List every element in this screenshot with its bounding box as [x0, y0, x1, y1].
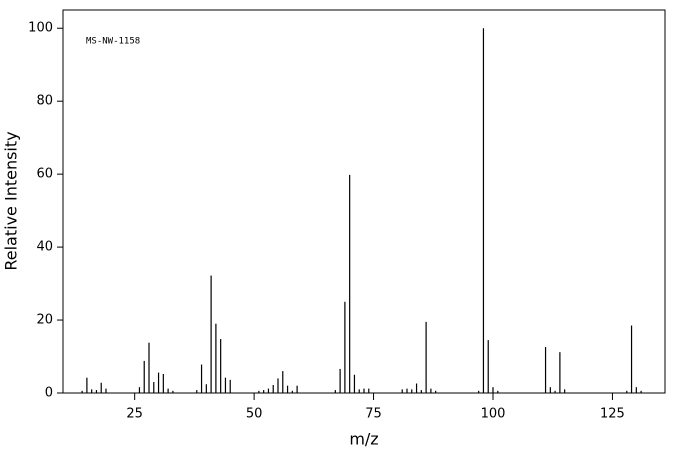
y-tick-label: 60 [36, 167, 53, 182]
y-tick-label: 40 [36, 240, 53, 255]
y-axis-label: Relative Intensity [2, 131, 21, 270]
y-tick-label: 20 [36, 313, 53, 328]
x-axis-label: m/z [349, 430, 378, 449]
annotation: MS-NW-1158 [86, 37, 140, 47]
plot-frame [62, 9, 666, 394]
y-tick-label: 80 [36, 94, 53, 109]
x-tick-label: 100 [481, 407, 506, 422]
x-tick-label: 125 [600, 407, 625, 422]
x-tick-label: 25 [126, 407, 143, 422]
y-tick-label: 0 [45, 386, 53, 401]
x-tick-label: 75 [365, 407, 382, 422]
y-tick-label: 100 [28, 21, 53, 36]
x-tick-label: 50 [246, 407, 263, 422]
